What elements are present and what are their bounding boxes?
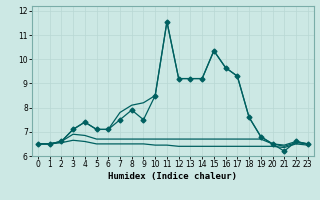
X-axis label: Humidex (Indice chaleur): Humidex (Indice chaleur) xyxy=(108,172,237,181)
